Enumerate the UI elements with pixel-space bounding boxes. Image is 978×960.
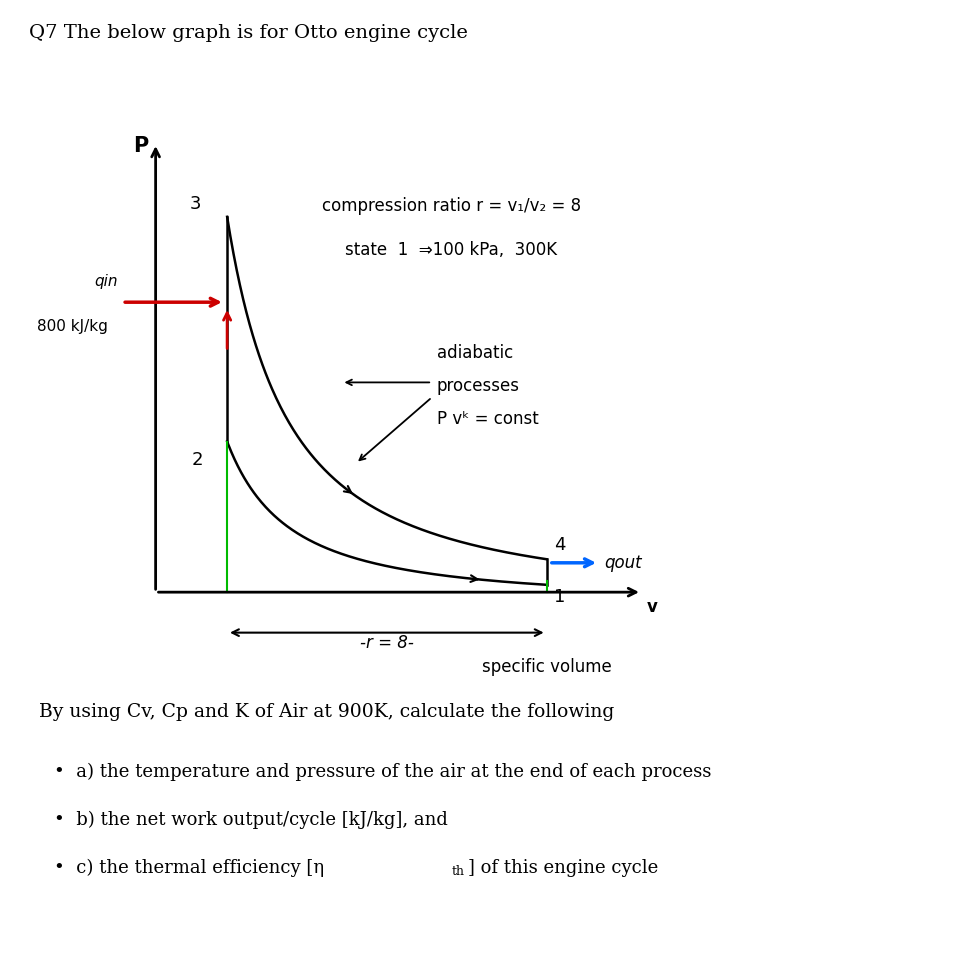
Text: Q7 The below graph is for Otto engine cycle: Q7 The below graph is for Otto engine cy… [29,24,467,42]
Text: 4: 4 [554,536,564,554]
Text: qin: qin [94,275,117,289]
Text: v: v [646,598,657,615]
Text: •  c) the thermal efficiency [η: • c) the thermal efficiency [η [54,859,324,877]
Text: 1: 1 [554,588,564,607]
Text: specific volume: specific volume [481,659,611,677]
Text: adiabatic: adiabatic [436,344,512,362]
Text: compression ratio r = v₁/v₂ = 8: compression ratio r = v₁/v₂ = 8 [322,197,580,215]
Text: ] of this engine cycle: ] of this engine cycle [467,859,657,877]
Text: •  a) the temperature and pressure of the air at the end of each process: • a) the temperature and pressure of the… [54,763,710,781]
Text: 800 kJ/kg: 800 kJ/kg [37,319,108,334]
Text: processes: processes [436,377,519,396]
Text: P vᵏ = const: P vᵏ = const [436,410,538,428]
Text: 3: 3 [189,195,200,213]
Text: •  b) the net work output/cycle [kJ/kg], and: • b) the net work output/cycle [kJ/kg], … [54,811,447,829]
Text: th: th [451,865,464,878]
Text: -r = 8-: -r = 8- [360,635,414,653]
Text: state  1  ⇒100 kPa,  300K: state 1 ⇒100 kPa, 300K [345,241,556,259]
Text: P: P [133,136,149,156]
Text: 2: 2 [192,451,203,468]
Text: qout: qout [603,554,641,572]
Text: By using Cv, Cp and K of Air at 900K, calculate the following: By using Cv, Cp and K of Air at 900K, ca… [39,703,614,721]
